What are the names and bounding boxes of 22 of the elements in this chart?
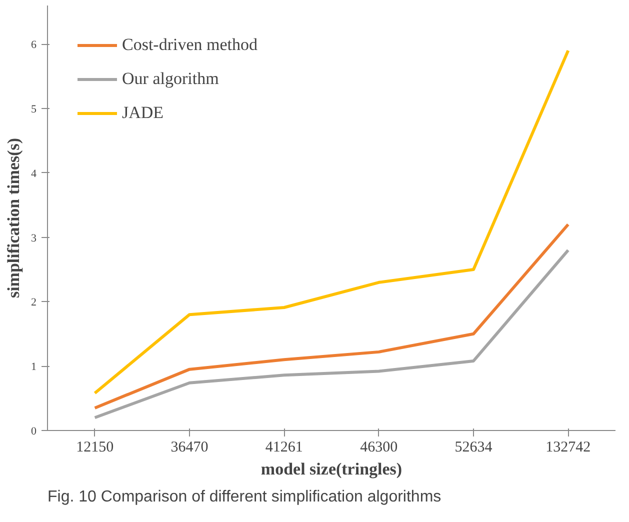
legend-label: JADE [122,103,164,123]
x-tick-label: 36470 [170,440,208,456]
y-tick-label: 2 [31,296,36,309]
x-tick-label: 52634 [454,440,493,456]
y-tick-label: 6 [31,39,37,52]
y-axis-title: simplification times(s) [4,138,23,298]
y-tick-label: 1 [31,361,36,374]
y-tick-label: 5 [31,104,37,116]
x-tick-label: 41261 [265,440,303,456]
caption: Fig. 10 Comparison of different simplification algorithms [48,488,442,506]
line-series [93,222,570,410]
line-series [93,248,570,420]
y-tick-label: 3 [31,232,37,244]
x-tick-label: 46300 [360,440,398,456]
legend-label: Cost-driven method [122,35,258,55]
x-tick-label: 132742 [546,440,591,456]
legend-label: Our algorithm [122,69,219,89]
y-tick-label: 0 [31,426,37,438]
line-series [93,49,570,395]
x-tick-label: 12150 [76,440,114,456]
x-axis-title: model size(tringles) [260,460,402,478]
y-tick-label: 4 [31,168,37,180]
